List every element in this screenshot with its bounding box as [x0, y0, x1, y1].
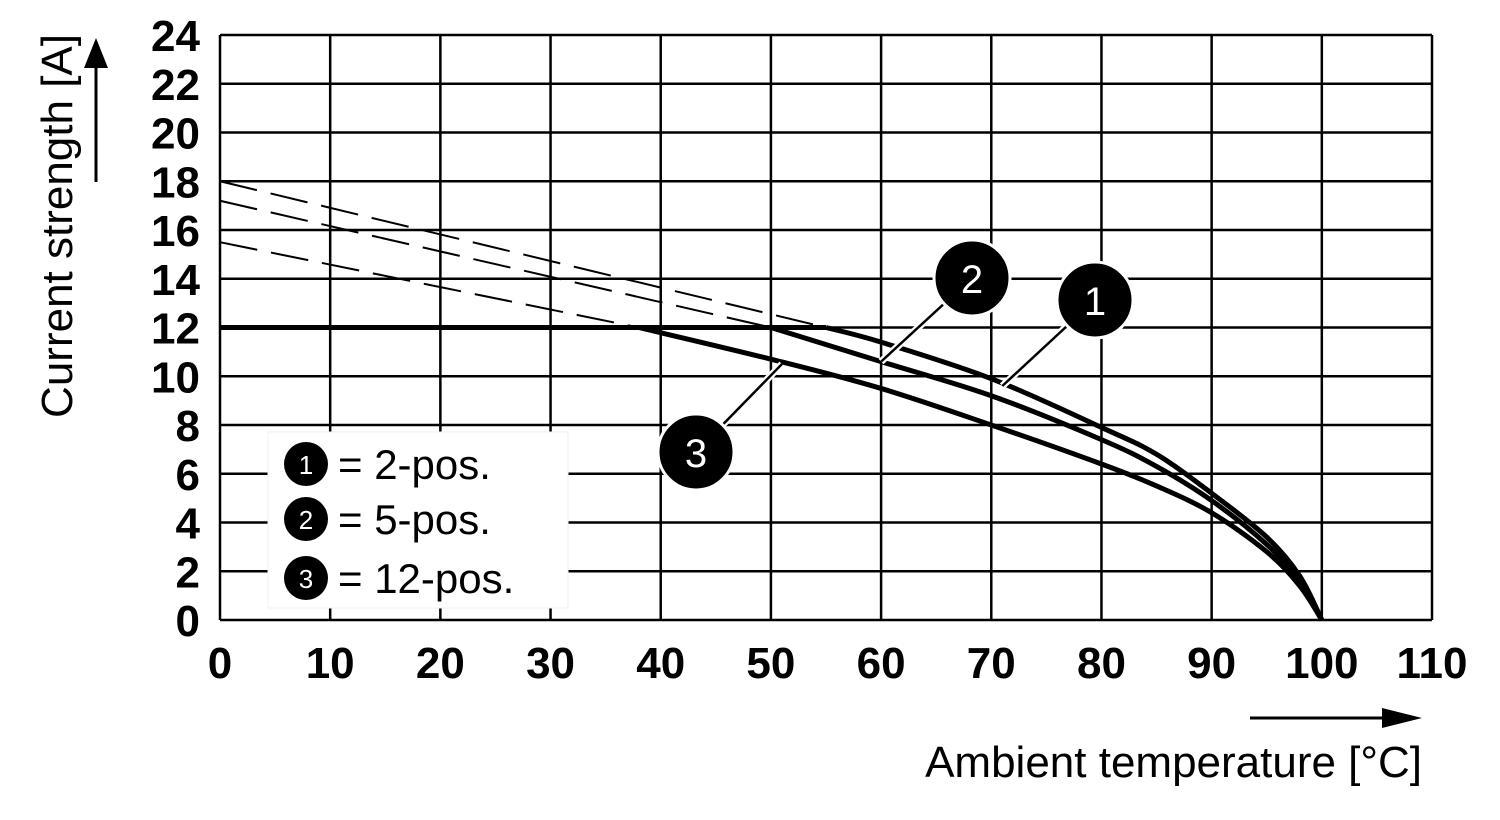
y-axis-title: Current strength [A]: [33, 34, 82, 418]
x-tick-label-80: 80: [1077, 639, 1126, 688]
x-tick-label-50: 50: [746, 639, 795, 688]
legend-label-1: = 2-pos.: [338, 441, 491, 488]
x-tick-label-70: 70: [967, 639, 1016, 688]
derating-curves: [638, 325, 1325, 622]
x-tick-label-30: 30: [526, 639, 575, 688]
y-tick-label-8: 8: [176, 402, 200, 451]
legend-marker-2-label: 2: [299, 505, 313, 535]
legend-marker-3: [284, 556, 328, 600]
callout-badge-label-3: 3: [685, 432, 707, 476]
y-tick-label-10: 10: [151, 353, 200, 402]
extrapolation-line-1: [219, 180, 827, 329]
x-tick-label-110: 110: [1397, 639, 1468, 688]
y-axis-arrowhead: [84, 38, 108, 68]
legend-label-2: = 5-pos.: [338, 496, 491, 543]
legend-item-2: 2 = 5-pos.: [284, 496, 491, 543]
x-tick-label-0: 0: [208, 639, 232, 688]
legend-marker-2: [284, 497, 328, 541]
callout-badge-label-1: 1: [1084, 280, 1106, 324]
derating-curve-2: [770, 325, 1325, 622]
y-tick-label-22: 22: [151, 61, 200, 110]
y-axis-title-group: Current strength [A]: [33, 34, 108, 418]
legend-marker-1-label: 1: [299, 450, 313, 480]
callout-leader-2: [880, 301, 947, 363]
y-tick-label-24: 24: [151, 12, 200, 61]
callout-badge-3: [656, 412, 736, 492]
extrapolation-line-3: [219, 241, 639, 329]
y-tick-label-14: 14: [151, 256, 200, 305]
derating-curve-1: [825, 325, 1325, 622]
x-tick-label-20: 20: [416, 639, 465, 688]
x-tick-label-60: 60: [857, 639, 906, 688]
y-tick-label-4: 4: [176, 500, 201, 549]
extrapolation-lines: [219, 180, 827, 329]
x-tick-label-10: 10: [306, 639, 355, 688]
legend-item-3: 3 = 12-pos.: [284, 555, 514, 602]
callout-badge-label-2: 2: [961, 258, 983, 302]
legend-label-3: = 12-pos.: [338, 555, 514, 602]
y-tick-label-6: 6: [176, 451, 200, 500]
y-tick-label-12: 12: [151, 305, 200, 354]
callout-leader-3: [720, 363, 783, 428]
legend-item-1: 1 = 2-pos.: [284, 441, 491, 488]
legend-marker-3-label: 3: [299, 564, 313, 594]
y-tick-label-0: 0: [176, 597, 200, 646]
grid: [218, 33, 1434, 622]
x-tick-label-90: 90: [1187, 639, 1236, 688]
y-tick-label-20: 20: [151, 110, 200, 159]
x-axis-title-group: Ambient temperature [°C]: [925, 708, 1422, 787]
callout-badge-2: [932, 238, 1012, 318]
legend-marker-1: [284, 442, 328, 486]
derating-curve-3: [638, 325, 1324, 622]
y-tick-label-16: 16: [151, 207, 200, 256]
y-tick-label-18: 18: [151, 158, 200, 207]
legend: 1 = 2-pos. 2 = 5-pos. 3 = 12-pos.: [267, 431, 569, 609]
x-tick-label-100: 100: [1285, 639, 1358, 688]
y-tick-label-2: 2: [176, 548, 200, 597]
x-axis-arrowhead: [1382, 708, 1422, 728]
x-axis-tick-labels: 0 10 20 30 40 50 60 70 80 90 100 110: [208, 639, 1468, 688]
x-axis-title: Ambient temperature [°C]: [925, 738, 1422, 787]
curve-callouts: 2 1 3: [656, 238, 1135, 492]
callout-badge-1: [1055, 260, 1135, 340]
extrapolation-line-2: [219, 199, 772, 329]
x-tick-label-40: 40: [636, 639, 685, 688]
callout-leader-1: [1001, 323, 1070, 387]
